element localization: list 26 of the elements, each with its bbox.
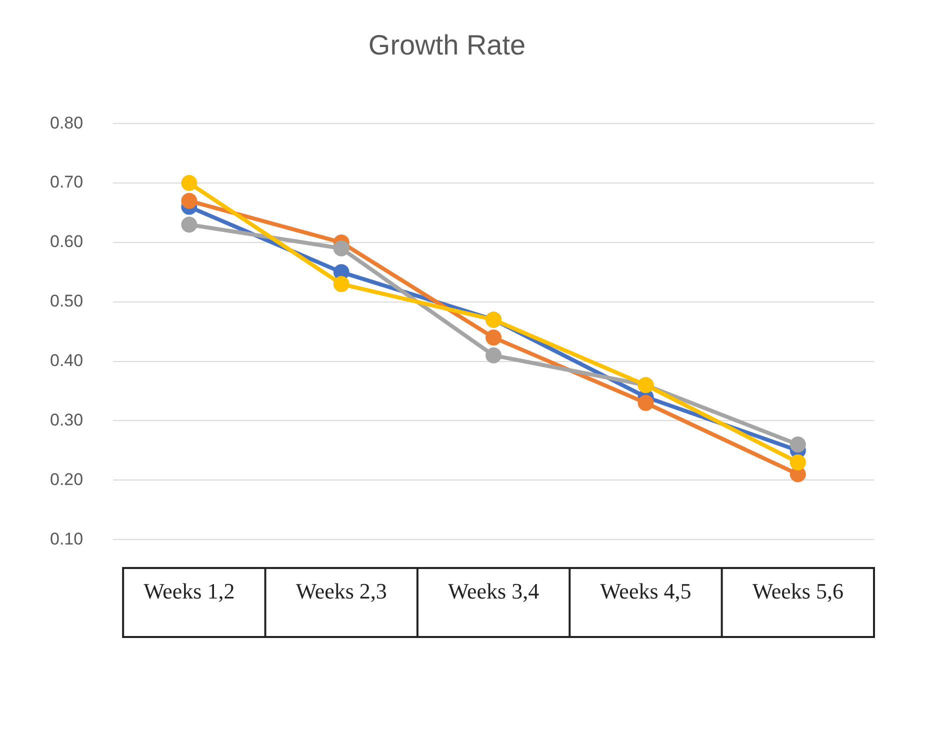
point (181, 175, 198, 192)
point (638, 394, 654, 411)
x-tick-label: Weeks 5,6 (752, 578, 844, 604)
x-tick-label: Weeks 2,3 (296, 578, 387, 604)
point (333, 276, 350, 292)
y-tick-label: 0.60 (50, 232, 84, 252)
x-tick-label: Weeks 3,4 (448, 578, 540, 604)
point (790, 454, 806, 470)
y-tick-label: 0.80 (50, 113, 84, 132)
y-tick-label: 0.30 (50, 410, 84, 430)
point (181, 216, 198, 233)
point (181, 192, 198, 209)
y-tick-label: 0.10 (50, 529, 84, 548)
point (333, 264, 350, 280)
y-tick-label: 0.20 (50, 470, 84, 489)
point (486, 347, 502, 364)
point (333, 240, 350, 256)
y-tick-label: 0.50 (50, 292, 84, 311)
y-tick-label: 0.70 (50, 172, 84, 192)
point (790, 466, 806, 482)
chart-title: Growth Rate (368, 30, 526, 61)
x-tick-label: Weeks 4,5 (600, 578, 692, 604)
x-tick-label: Weeks 1,2 (144, 578, 235, 604)
y-tick-label: 0.40 (50, 351, 84, 370)
point (790, 436, 806, 453)
point (486, 330, 502, 346)
